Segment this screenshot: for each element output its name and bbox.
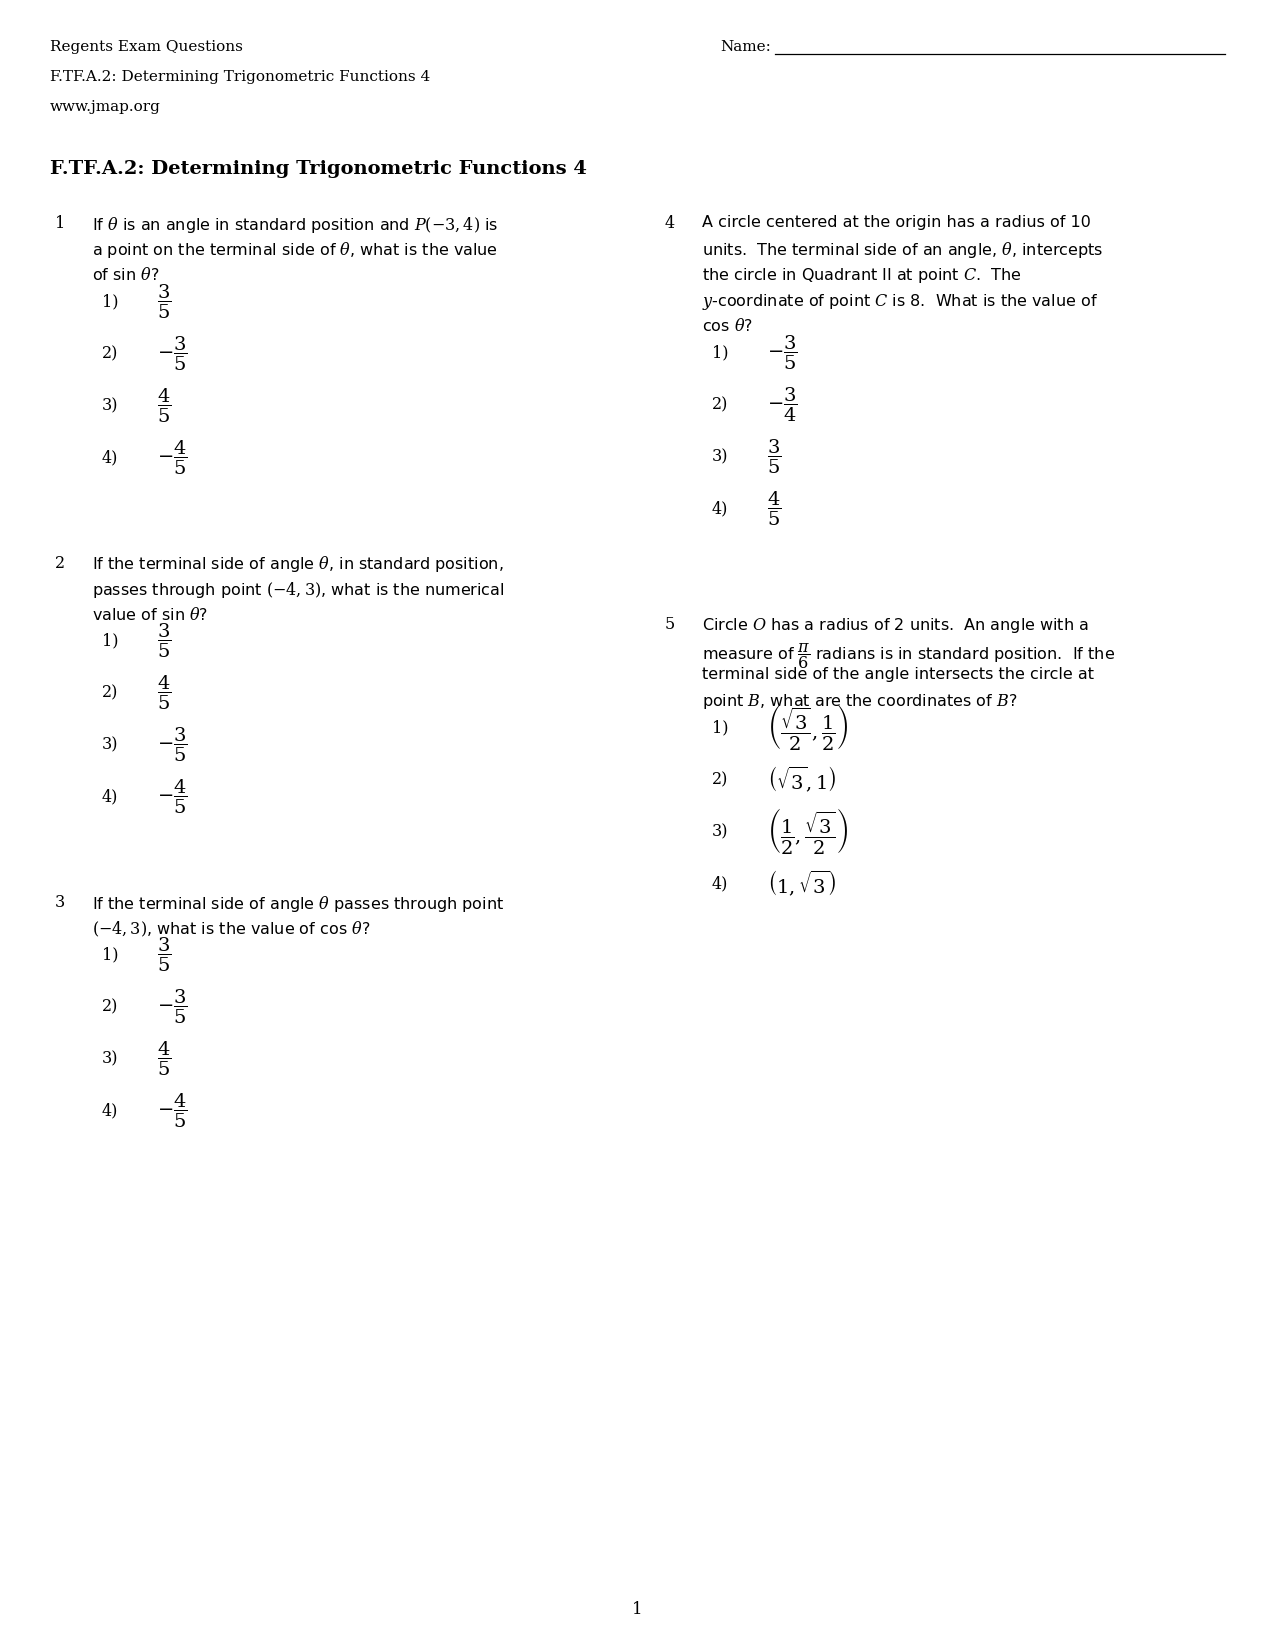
Text: 4): 4) — [102, 449, 119, 465]
Text: cos $\theta$?: cos $\theta$? — [703, 317, 754, 333]
Text: 1: 1 — [632, 1602, 643, 1619]
Text: $-\dfrac{4}{5}$: $-\dfrac{4}{5}$ — [157, 439, 187, 477]
Text: $-\dfrac{3}{5}$: $-\dfrac{3}{5}$ — [157, 988, 187, 1026]
Text: $\left(\sqrt{3},1\right)$: $\left(\sqrt{3},1\right)$ — [768, 766, 836, 794]
Text: 2): 2) — [102, 998, 119, 1015]
Text: $\dfrac{4}{5}$: $\dfrac{4}{5}$ — [157, 673, 171, 713]
Text: passes through point $(-4,3)$, what is the numerical: passes through point $(-4,3)$, what is t… — [92, 581, 505, 601]
Text: 3): 3) — [102, 1051, 119, 1068]
Text: 3): 3) — [711, 823, 728, 840]
Text: $\dfrac{4}{5}$: $\dfrac{4}{5}$ — [157, 386, 171, 424]
Text: 3: 3 — [55, 894, 65, 911]
Text: 4): 4) — [102, 789, 119, 805]
Text: F.TF.A.2: Determining Trigonometric Functions 4: F.TF.A.2: Determining Trigonometric Func… — [50, 160, 587, 178]
Text: Circle $O$ has a radius of 2 units.  An angle with a: Circle $O$ has a radius of 2 units. An a… — [703, 615, 1089, 635]
Text: F.TF.A.2: Determining Trigonometric Functions 4: F.TF.A.2: Determining Trigonometric Func… — [50, 69, 430, 84]
Text: $y$-coordinate of point $C$ is 8.  What is the value of: $y$-coordinate of point $C$ is 8. What i… — [703, 292, 1098, 312]
Text: measure of $\dfrac{\pi}{6}$ radians is in standard position.  If the: measure of $\dfrac{\pi}{6}$ radians is i… — [703, 640, 1116, 672]
Text: 2): 2) — [711, 396, 728, 412]
Text: www.jmap.org: www.jmap.org — [50, 101, 161, 114]
Text: 4): 4) — [102, 1102, 119, 1119]
Text: 1): 1) — [711, 719, 728, 736]
Text: A circle centered at the origin has a radius of 10: A circle centered at the origin has a ra… — [703, 214, 1091, 229]
Text: 4): 4) — [711, 500, 728, 516]
Text: 4): 4) — [711, 874, 728, 893]
Text: 1): 1) — [102, 294, 119, 310]
Text: If $\theta$ is an angle in standard position and $P(-3,4)$ is: If $\theta$ is an angle in standard posi… — [92, 214, 499, 234]
Text: 1): 1) — [711, 343, 728, 361]
Text: a point on the terminal side of $\theta$, what is the value: a point on the terminal side of $\theta$… — [92, 241, 499, 261]
Text: Regents Exam Questions: Regents Exam Questions — [50, 40, 242, 54]
Text: 2): 2) — [711, 771, 728, 789]
Text: 2): 2) — [102, 685, 119, 701]
Text: $-\dfrac{4}{5}$: $-\dfrac{4}{5}$ — [157, 777, 187, 817]
Text: value of sin $\theta$?: value of sin $\theta$? — [92, 606, 208, 622]
Text: If the terminal side of angle $\theta$ passes through point: If the terminal side of angle $\theta$ p… — [92, 894, 504, 914]
Text: 1): 1) — [102, 947, 119, 964]
Text: units.  The terminal side of an angle, $\theta$, intercepts: units. The terminal side of an angle, $\… — [703, 241, 1103, 261]
Text: 3): 3) — [102, 736, 119, 754]
Text: $-\dfrac{3}{5}$: $-\dfrac{3}{5}$ — [768, 333, 798, 371]
Text: 3): 3) — [711, 449, 728, 465]
Text: 1): 1) — [102, 632, 119, 650]
Text: $\left(\dfrac{\sqrt{3}}{2},\dfrac{1}{2}\right)$: $\left(\dfrac{\sqrt{3}}{2},\dfrac{1}{2}\… — [768, 703, 848, 752]
Text: terminal side of the angle intersects the circle at: terminal side of the angle intersects th… — [703, 667, 1094, 681]
Text: $\dfrac{3}{5}$: $\dfrac{3}{5}$ — [157, 622, 171, 660]
Text: $-\dfrac{3}{4}$: $-\dfrac{3}{4}$ — [768, 386, 798, 424]
Text: $(-4,3)$, what is the value of cos $\theta$?: $(-4,3)$, what is the value of cos $\the… — [92, 919, 370, 939]
Text: $-\dfrac{3}{5}$: $-\dfrac{3}{5}$ — [157, 335, 187, 373]
Text: $-\dfrac{3}{5}$: $-\dfrac{3}{5}$ — [157, 726, 187, 764]
Text: $-\dfrac{4}{5}$: $-\dfrac{4}{5}$ — [157, 1092, 187, 1130]
Text: $\dfrac{3}{5}$: $\dfrac{3}{5}$ — [768, 437, 782, 475]
Text: $\dfrac{4}{5}$: $\dfrac{4}{5}$ — [768, 490, 782, 528]
Text: Name:: Name: — [720, 40, 771, 54]
Text: If the terminal side of angle $\theta$, in standard position,: If the terminal side of angle $\theta$, … — [92, 554, 504, 574]
Text: point $B$, what are the coordinates of $B$?: point $B$, what are the coordinates of $… — [703, 691, 1017, 711]
Text: 2: 2 — [55, 554, 65, 571]
Text: $\left(1,\sqrt{3}\right)$: $\left(1,\sqrt{3}\right)$ — [768, 870, 836, 898]
Text: the circle in Quadrant II at point $C$.  The: the circle in Quadrant II at point $C$. … — [703, 266, 1021, 285]
Text: $\dfrac{3}{5}$: $\dfrac{3}{5}$ — [157, 282, 171, 320]
Text: of sin $\theta$?: of sin $\theta$? — [92, 266, 159, 284]
Text: 4: 4 — [666, 214, 676, 233]
Text: 1: 1 — [55, 214, 65, 233]
Text: 5: 5 — [666, 615, 676, 632]
Text: 2): 2) — [102, 345, 119, 361]
Text: 3): 3) — [102, 398, 119, 414]
Text: $\dfrac{3}{5}$: $\dfrac{3}{5}$ — [157, 936, 171, 974]
Text: $\left(\dfrac{1}{2},\dfrac{\sqrt{3}}{2}\right)$: $\left(\dfrac{1}{2},\dfrac{\sqrt{3}}{2}\… — [768, 807, 848, 856]
Text: $\dfrac{4}{5}$: $\dfrac{4}{5}$ — [157, 1040, 171, 1077]
